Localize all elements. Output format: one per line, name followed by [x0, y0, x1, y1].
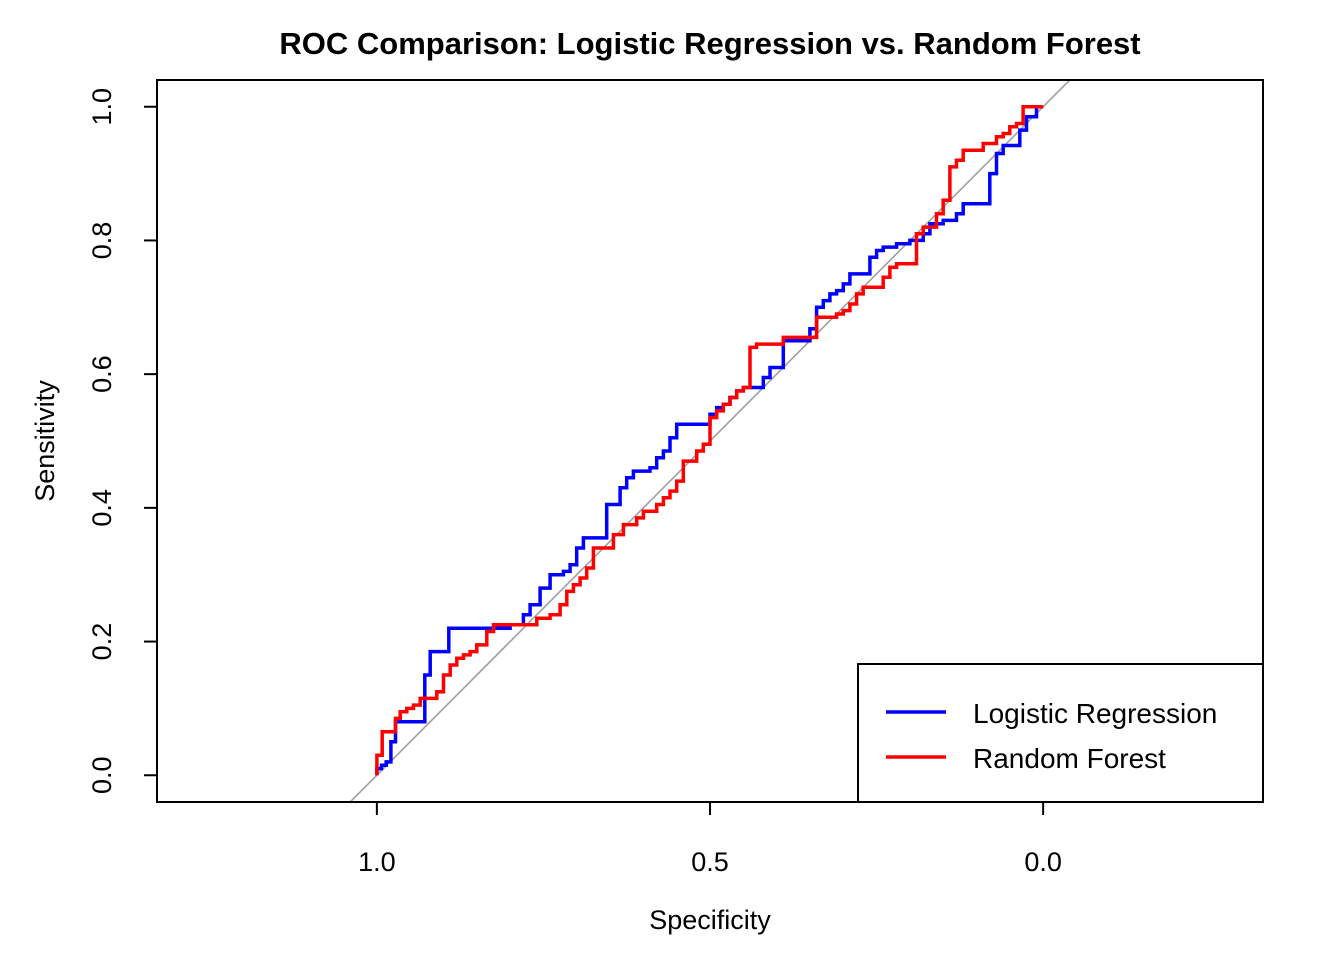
- legend-label-logistic-regression: Logistic Regression: [973, 698, 1217, 729]
- chart-title: ROC Comparison: Logistic Regression vs. …: [279, 26, 1140, 61]
- x-axis-label: Specificity: [649, 905, 771, 935]
- y-tick-label: 0.8: [87, 222, 117, 260]
- x-axis: 1.0 0.5 0.0: [358, 801, 1062, 877]
- y-axis: 0.0 0.2 0.4 0.6 0.8 1.0: [87, 88, 158, 794]
- series-line-random-forest: [375, 104, 1044, 776]
- legend: Logistic Regression Random Forest: [857, 663, 1264, 803]
- x-tick-label: 0.0: [1024, 847, 1062, 877]
- y-tick-label: 1.0: [87, 88, 117, 126]
- series-layer: [375, 104, 1044, 776]
- legend-box: [857, 663, 1264, 803]
- y-tick-label: 0.0: [87, 756, 117, 794]
- y-tick-label: 0.2: [87, 623, 117, 661]
- plot-area: [349, 80, 1071, 802]
- x-tick-label: 0.5: [691, 847, 729, 877]
- legend-label-random-forest: Random Forest: [973, 743, 1166, 774]
- x-tick-label: 1.0: [358, 847, 396, 877]
- y-axis-label: Sensitivity: [30, 380, 60, 502]
- y-tick-label: 0.4: [87, 489, 117, 527]
- y-tick-label: 0.6: [87, 355, 117, 393]
